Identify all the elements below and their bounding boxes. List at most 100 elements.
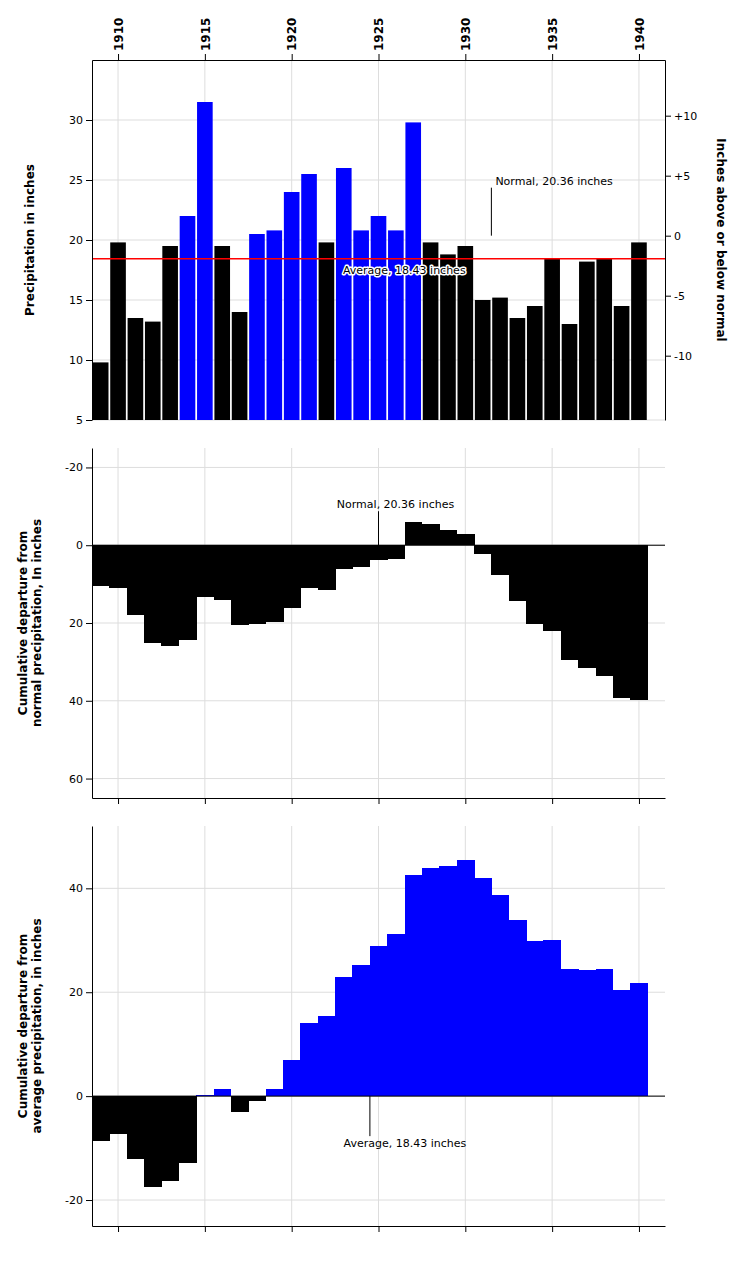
x-tick-mark [465,798,466,804]
area-step [109,1096,127,1134]
y2-axis-line [665,61,666,421]
grid [92,826,665,1226]
x-tick-mark [639,798,640,804]
area-step [474,545,492,554]
x-tick [118,798,119,804]
x-tick [552,798,553,804]
x-axis [93,1226,666,1232]
bar [596,258,612,420]
x-tick-label: 1925 [372,18,386,51]
annotation: Normal, 20.36 inches [337,498,455,511]
area-step [543,940,561,1096]
x-tick-mark [292,54,293,60]
x-tick-mark [292,1226,293,1232]
y-tick-label: 30 [69,114,83,127]
area-step [613,990,631,1096]
x-tick-mark [205,1226,206,1232]
y-tick-mark [86,623,92,624]
bar [197,102,213,420]
area-step [596,545,614,675]
area-step [457,860,475,1096]
y-tick: 20 [69,986,92,999]
x-tick-label: 1910 [112,18,126,51]
x-tick [379,798,380,804]
area-step [543,545,561,631]
x-tick-mark [379,1226,380,1232]
annotations: Normal, 20.36 inches [337,498,455,545]
bar [510,318,526,420]
area-step [405,875,423,1096]
y-tick: 60 [69,773,92,786]
area-step [422,524,440,545]
area-step [214,545,232,600]
y-tick-label: 20 [69,617,83,630]
annotation: Average, 18.43 inches [343,264,466,277]
y2-tick: +5 [665,170,690,183]
area-step [161,1096,179,1181]
annotation-pointer [369,1096,370,1136]
area-step [561,545,579,660]
x-tick-mark [205,54,206,60]
x-tick: 1910 [112,18,126,60]
annotation: Normal, 20.36 inches [495,175,613,188]
y-tick: 20 [69,617,92,630]
annotation-pointer [378,511,379,545]
area-step [127,545,145,615]
x-tick-mark [552,798,553,804]
area-step [613,545,631,698]
x-tick [639,1226,640,1232]
bar [284,192,300,420]
area-step [370,545,388,560]
area-step [405,522,423,545]
y-tick: -20 [65,461,92,474]
x-tick [292,1226,293,1232]
bar [128,318,144,420]
y-tick: 25 [69,174,92,187]
y2-tick-label: +10 [674,110,697,123]
x-tick-mark [292,798,293,804]
grid-line-y [92,700,665,701]
area-step [283,1060,301,1096]
x-tick-mark [639,1226,640,1232]
panel: -2002040Cumulative departure fromaverage… [16,826,666,1232]
area-step [370,946,388,1096]
y-tick-label: 25 [69,174,83,187]
area-step [439,866,457,1096]
panel: 191019151920192519301935194051015202530-… [23,18,728,427]
y-tick-mark [86,1096,92,1097]
y-tick-label: 40 [69,882,83,895]
area-step [196,545,214,596]
axis-title-line: average precipitation, in inches [30,918,44,1133]
bar [232,312,248,420]
y2-tick-mark [665,116,671,117]
area-step [457,534,475,546]
x-tick-label: 1930 [459,18,473,51]
marks [92,522,665,700]
grid-line-x [118,826,119,1226]
bar [145,322,161,420]
y-tick-mark [86,240,92,241]
area-step [474,878,492,1096]
area-step [596,969,614,1096]
x-tick-mark [639,54,640,60]
x-tick [205,1226,206,1232]
y-tick-label: 5 [76,414,83,427]
y-tick-mark [86,1200,92,1201]
area-step [630,983,648,1096]
marks [92,102,665,420]
x-tick [379,1226,380,1232]
axis-title-line: Cumulative departure from [16,531,30,715]
y-tick: 0 [76,539,92,552]
y-tick-label: 20 [69,234,83,247]
x-tick [465,1226,466,1232]
x-tick-mark [552,1226,553,1232]
y-axis-line [92,61,93,421]
x-tick-mark [379,798,380,804]
x-tick [465,798,466,804]
area-step [266,1089,284,1096]
area-step [127,1096,145,1159]
x-tick-mark [379,54,380,60]
y-tick: 0 [76,1090,92,1103]
y-tick-label: -20 [65,1194,83,1207]
grid-line-x [204,826,205,1226]
